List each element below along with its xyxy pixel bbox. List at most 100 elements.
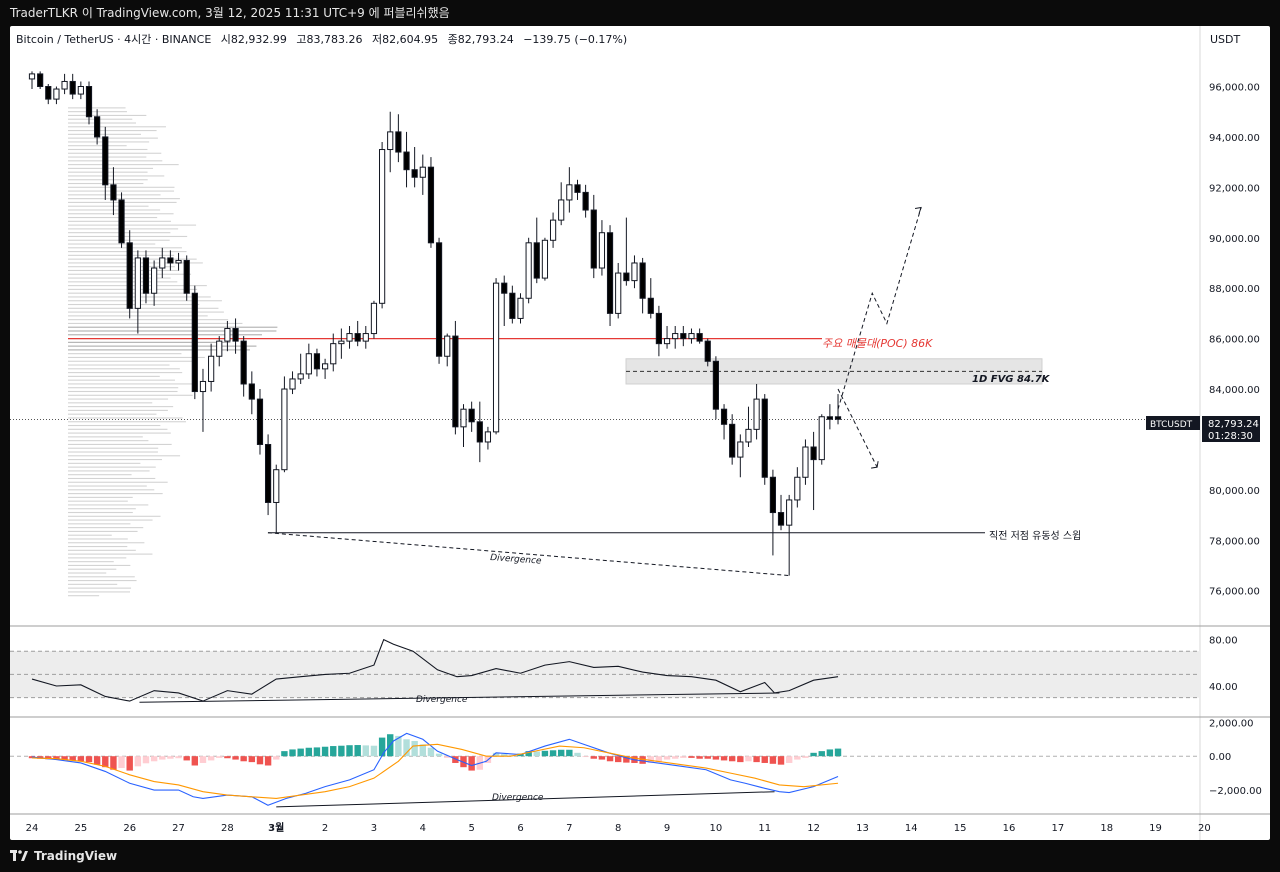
volume-profile-bar bbox=[68, 360, 198, 362]
macd-hist-bar-neg bbox=[273, 756, 280, 760]
volume-profile-bar bbox=[68, 523, 131, 525]
candle-down bbox=[240, 340, 247, 385]
volume-profile-bar bbox=[68, 466, 156, 468]
price-tick-label: 80,000.00 bbox=[1209, 486, 1260, 497]
volume-profile-bar bbox=[68, 330, 277, 332]
macd-hist-bar-neg bbox=[663, 756, 671, 760]
price-axis: 96,000.00 94,000.00 92,000.00 90,000.00 88,0… bbox=[1209, 83, 1260, 598]
volume-profile-bar bbox=[68, 451, 158, 453]
candle-up bbox=[305, 353, 312, 375]
price-badge-bg bbox=[1202, 416, 1260, 442]
candle-down bbox=[623, 272, 630, 282]
macd-hist-bar-neg bbox=[802, 756, 809, 758]
macd-hist-bar-pos bbox=[346, 745, 353, 757]
candle-up bbox=[598, 232, 606, 269]
candle-up bbox=[208, 355, 215, 382]
candle-up bbox=[322, 363, 329, 370]
volume-profile-bar bbox=[68, 576, 135, 578]
candle-up bbox=[818, 416, 825, 461]
volume-profile-bar bbox=[68, 485, 147, 487]
macd-hist-bar-pos bbox=[289, 749, 296, 757]
volume-profile-bar bbox=[68, 432, 171, 434]
macd-hist-bar-neg bbox=[615, 756, 622, 763]
time-tick-label: 6 bbox=[517, 823, 523, 834]
volume-profile-bar bbox=[68, 349, 250, 351]
macd-hist-bar-neg bbox=[785, 756, 793, 763]
volume-profile-bar bbox=[68, 542, 145, 544]
volume-profile-bar bbox=[68, 130, 157, 132]
macd-hist-bar-neg bbox=[753, 756, 760, 763]
candle-up bbox=[549, 219, 557, 241]
volume-profile-bar bbox=[68, 390, 178, 393]
macd-hist-bar-pos bbox=[810, 752, 817, 757]
volume-profile-bar bbox=[68, 145, 127, 147]
candle-up bbox=[794, 476, 801, 501]
time-tick-label: 10 bbox=[710, 823, 723, 834]
candle-down bbox=[696, 333, 703, 342]
time-tick-label: 16 bbox=[1003, 823, 1016, 834]
volume-profile-bar bbox=[68, 243, 156, 245]
volume-profile-bar bbox=[68, 591, 130, 593]
candle-down bbox=[452, 335, 459, 428]
candle-up bbox=[663, 338, 671, 345]
price-badge-countdown: 01:28:30 bbox=[1208, 431, 1253, 442]
publish-info: TraderTLKR 이 TradingView.com, 3월 12, 202… bbox=[10, 6, 450, 20]
candle-up bbox=[370, 302, 378, 335]
macd-hist-bar-pos bbox=[297, 748, 304, 757]
candle-down bbox=[761, 398, 768, 478]
macd-hist-bar-pos bbox=[370, 745, 378, 757]
macd-hist-bar-pos bbox=[435, 753, 443, 757]
candle-down bbox=[142, 257, 150, 294]
candle-down bbox=[427, 166, 435, 244]
candle-down bbox=[574, 184, 581, 193]
candle-up bbox=[134, 257, 141, 309]
macd-hist-bar-neg bbox=[102, 756, 109, 768]
candle-up bbox=[484, 431, 492, 443]
macd-tick-label: 2,000.00 bbox=[1209, 718, 1254, 729]
time-tick-label: 11 bbox=[758, 823, 771, 834]
macd-hist-bar-neg bbox=[45, 756, 52, 760]
volume-profile-bar bbox=[68, 413, 157, 415]
volume-profile-bar bbox=[68, 583, 118, 585]
candle-up bbox=[151, 267, 158, 294]
volume-profile-bar bbox=[68, 417, 183, 419]
volume-profile-bar bbox=[68, 406, 174, 408]
legend-symbol: Bitcoin / TetherUS · 4시간 · BINANCE bbox=[16, 33, 211, 46]
candle-down bbox=[769, 476, 777, 514]
macd-hist-bar-neg bbox=[207, 756, 215, 761]
candle-down bbox=[777, 512, 785, 526]
macd-hist-bar-pos bbox=[826, 749, 834, 757]
candle-up bbox=[444, 335, 451, 357]
rsi-divergence-line bbox=[139, 692, 780, 703]
tradingview-logo[interactable]: TradingView bbox=[10, 840, 117, 872]
macd-hist-bar-neg bbox=[737, 756, 744, 763]
macd-hist-bar-neg bbox=[167, 756, 174, 759]
macd-hist-bar-pos bbox=[525, 751, 532, 757]
volume-profile-bar bbox=[68, 519, 153, 521]
macd-hist-bar-neg bbox=[606, 756, 614, 762]
macd-hist-bar-neg bbox=[468, 756, 475, 771]
price-tick-label: 88,000.00 bbox=[1209, 284, 1260, 295]
currency-label[interactable]: USDT bbox=[1210, 33, 1241, 46]
candle-down bbox=[264, 443, 272, 503]
macd-hist-bar-neg bbox=[77, 756, 85, 762]
time-tick-label: 5 bbox=[468, 823, 474, 834]
volume-profile-bar bbox=[68, 175, 165, 177]
volume-profile-bar bbox=[68, 511, 133, 514]
chart-svg[interactable]: 96,000.0094,000.0092,000.0090,000.0088,0… bbox=[10, 26, 1270, 840]
volume-profile-bar bbox=[68, 307, 219, 309]
volume-profile-bar bbox=[68, 493, 163, 495]
candle-down bbox=[256, 398, 264, 445]
volume-profile-bar bbox=[68, 383, 197, 385]
macd-hist-bar-neg bbox=[688, 756, 695, 758]
macd-hist-bar-pos bbox=[533, 751, 540, 757]
volume-profile-bar bbox=[68, 580, 137, 582]
candle-down bbox=[826, 416, 833, 420]
candle-down bbox=[232, 328, 239, 342]
macd-hist-bar-neg bbox=[199, 756, 207, 763]
volume-profile-bar bbox=[68, 470, 150, 472]
candle-down bbox=[37, 73, 44, 88]
time-tick-label: 19 bbox=[1149, 823, 1162, 834]
volume-profile-bar bbox=[68, 137, 158, 139]
legend-open: 시82,932.99 bbox=[221, 33, 287, 46]
